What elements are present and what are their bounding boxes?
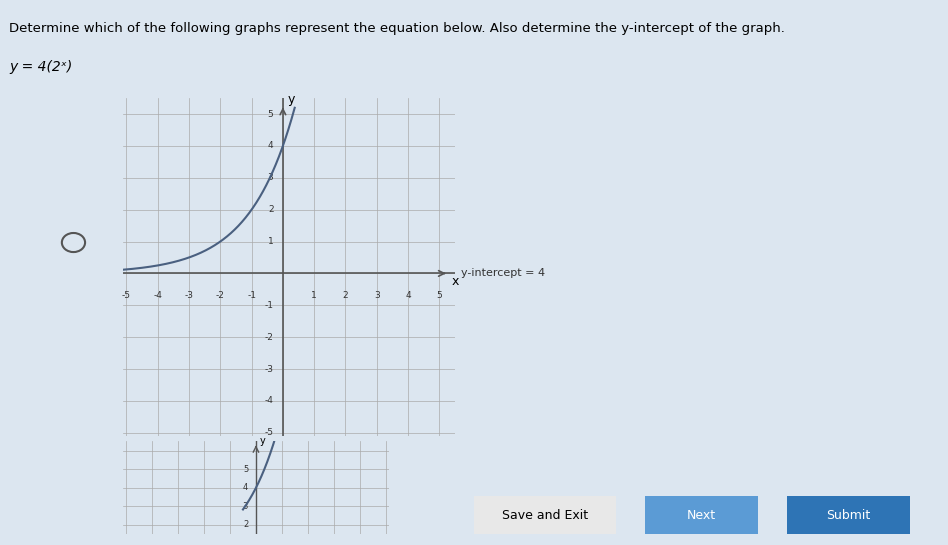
Text: 2: 2 (268, 205, 273, 214)
Text: 3: 3 (267, 173, 273, 182)
Text: -2: -2 (264, 332, 273, 342)
Text: y = 4(2ˣ): y = 4(2ˣ) (9, 60, 73, 74)
FancyBboxPatch shape (780, 494, 916, 536)
Text: 4: 4 (268, 141, 273, 150)
Text: y: y (287, 93, 295, 106)
Text: -4: -4 (264, 396, 273, 405)
Text: -1: -1 (264, 301, 273, 310)
Text: 1: 1 (267, 237, 273, 246)
Text: -4: -4 (154, 291, 162, 300)
Text: 4: 4 (243, 483, 248, 492)
Text: -5: -5 (264, 428, 273, 437)
FancyBboxPatch shape (639, 494, 764, 536)
Text: Submit: Submit (827, 508, 870, 522)
Text: 2: 2 (342, 291, 348, 300)
Text: Next: Next (687, 508, 716, 522)
Text: x: x (452, 275, 459, 288)
Text: 3: 3 (374, 291, 379, 300)
Text: 5: 5 (267, 110, 273, 119)
Text: 5: 5 (436, 291, 443, 300)
FancyBboxPatch shape (466, 494, 624, 536)
Text: 4: 4 (406, 291, 410, 300)
Text: 5: 5 (243, 465, 248, 474)
Text: -3: -3 (264, 365, 273, 373)
Text: -2: -2 (216, 291, 225, 300)
Text: y-intercept = 4: y-intercept = 4 (462, 269, 545, 278)
Text: 3: 3 (243, 502, 248, 511)
Text: 1: 1 (311, 291, 317, 300)
Text: y: y (260, 436, 265, 446)
Text: -1: -1 (247, 291, 256, 300)
Text: Save and Exit: Save and Exit (502, 508, 588, 522)
Text: -5: -5 (122, 291, 131, 300)
Text: -3: -3 (185, 291, 193, 300)
Text: 2: 2 (243, 520, 248, 529)
Text: Determine which of the following graphs represent the equation below. Also deter: Determine which of the following graphs … (9, 22, 785, 35)
